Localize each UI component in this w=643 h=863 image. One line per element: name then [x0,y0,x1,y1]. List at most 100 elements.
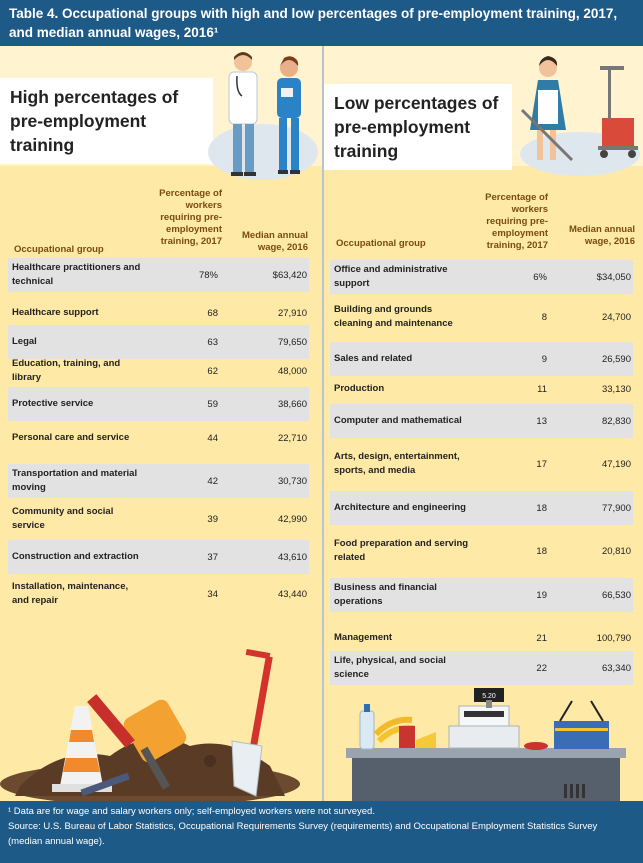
low-panel-heading: Low percentages of pre-employment traini… [324,84,512,170]
occupational-group-cell: Arts, design, entertainment, sports, and… [334,451,460,476]
percentage-cell: 6% [533,271,547,283]
table-row: Healthcare support 68 27,910 [8,296,309,330]
occupational-group-cell: Community and social service [12,506,114,531]
percentage-cell: 59 [207,398,218,410]
panel-divider [322,46,324,801]
table-row: Business and financial operations 19 66,53… [330,578,633,612]
median-wage-cell: 26,590 [601,353,631,365]
median-wage-cell: 100,790 [596,632,631,644]
percentage-cell: 78% [198,269,218,281]
median-wage-cell: 43,440 [277,588,307,600]
table-header: Table 4. Occupational groups with high a… [0,0,643,46]
median-wage-cell: 38,660 [277,398,307,410]
median-wage-cell: $34,050 [596,271,631,283]
percentage-cell: 37 [207,551,218,563]
occupational-group-cell: Computer and mathematical [334,415,462,426]
median-wage-cell: 82,830 [601,415,631,427]
median-wage-cell: 79,650 [277,336,307,348]
high-col-pct: Percentage of workers requiring pre-empl… [159,188,222,247]
table-footer: ¹ Data are for wage and salary workers o… [0,801,643,863]
percentage-cell: 34 [207,588,218,600]
table-row: Life, physical, and social science 22 63,3… [330,651,633,685]
table-row: Healthcare practitioners and technical 78… [8,258,309,292]
occupational-group-cell: Architecture and engineering [334,502,466,513]
table-row: Building and grounds cleaning and mainte… [330,300,633,334]
table-row: Personal care and service 44 22,710 [8,421,309,455]
high-col-group: Occupational group [14,244,104,255]
occupational-group-cell: Construction and extraction [12,551,139,562]
occupational-group-cell: Sales and related [334,353,413,364]
table-row: Production 11 33,130 [330,372,633,406]
occupational-group-cell: Management [334,632,393,643]
table-row: Protective service 59 38,660 [8,387,309,421]
table-row: Installation, maintenance, and repair 34 4… [8,577,309,611]
percentage-cell: 18 [536,502,547,514]
median-wage-cell: 42,990 [277,513,307,525]
occupational-group-cell: Food preparation and serving related [334,538,469,563]
percentage-cell: 22 [536,662,547,674]
table-row: Construction and extraction 37 43,610 [8,540,309,574]
percentage-cell: 19 [536,589,547,601]
percentage-cell: 42 [207,475,218,487]
percentage-cell: 63 [207,336,218,348]
median-wage-cell: 48,000 [277,365,307,377]
percentage-cell: 8 [541,311,547,323]
percentage-cell: 44 [207,432,218,444]
low-col-wage: Median annual wage, 2016 [569,224,635,247]
table-title: Table 4. Occupational groups with high a… [9,6,618,40]
table-row: Food preparation and serving related 18 20… [330,534,633,568]
occupational-group-cell: Office and administrative support [334,264,448,289]
median-wage-cell: 43,610 [277,551,307,563]
median-wage-cell: 22,710 [277,432,307,444]
occupational-group-cell: Personal care and service [12,432,130,443]
register-display: 5.20 [482,693,496,700]
high-panel-heading: High percentages of pre-employment train… [0,78,213,164]
source-note: Source: U.S. Bureau of Labor Statistics,… [8,821,598,847]
percentage-cell: 21 [536,632,547,644]
high-training-panel: High percentages of pre-employment train… [0,46,323,801]
median-wage-cell: 77,900 [601,502,631,514]
median-wage-cell: 33,130 [601,383,631,395]
low-col-pct: Percentage of workers requiring pre-empl… [485,192,548,251]
low-col-group: Occupational group [336,238,426,249]
footnote: ¹ Data are for wage and salary workers o… [8,806,375,817]
median-wage-cell: 24,700 [601,311,631,323]
occupational-group-cell: Transportation and material moving [12,468,138,493]
occupational-group-cell: Production [334,383,385,394]
table-row: Sales and related 9 26,590 [330,342,633,376]
table-panels: High percentages of pre-employment train… [0,46,643,801]
median-wage-cell: 27,910 [277,307,307,319]
occupational-group-cell: Healthcare support [12,307,99,318]
table-row: Transportation and material moving 42 30,7… [8,464,309,498]
median-wage-cell: $63,420 [272,269,307,281]
construction-tools-illustration [0,648,300,801]
occupational-group-cell: Healthcare practitioners and technical [12,262,141,287]
percentage-cell: 18 [536,545,547,557]
occupational-group-cell: Education, training, and library [12,358,121,383]
high-col-wage: Median annual wage, 2016 [242,230,308,253]
median-wage-cell: 30,730 [277,475,307,487]
table-row: Office and administrative support 6% $34,0… [330,260,633,294]
percentage-cell: 39 [207,513,218,525]
low-training-panel: Low percentages of pre-employment traini… [324,46,643,801]
occupational-group-cell: Installation, maintenance, and repair [12,581,129,606]
grocery-checkout-illustration: 5.20 [346,688,626,801]
table-row: Arts, design, entertainment, sports, and… [330,447,633,481]
table-row: Education, training, and library 62 48,000 [8,354,309,388]
table-row: Management 21 100,790 [330,621,633,655]
doctor-nurse-illustration [208,52,318,180]
median-wage-cell: 47,190 [601,458,631,470]
table-row: Legal 63 79,650 [8,325,309,359]
occupational-group-cell: Legal [12,336,37,347]
table-row: Computer and mathematical 13 82,830 [330,404,633,438]
table-row: Architecture and engineering 18 77,900 [330,491,633,525]
percentage-cell: 11 [537,383,547,395]
occupational-group-cell: Protective service [12,398,94,409]
occupational-group-cell: Business and financial operations [334,582,437,607]
percentage-cell: 62 [207,365,218,377]
occupational-group-cell: Life, physical, and social science [334,655,446,680]
median-wage-cell: 20,810 [601,545,631,557]
occupational-group-cell: Building and grounds cleaning and mainte… [334,304,453,329]
percentage-cell: 13 [536,415,547,427]
median-wage-cell: 63,340 [601,662,631,674]
